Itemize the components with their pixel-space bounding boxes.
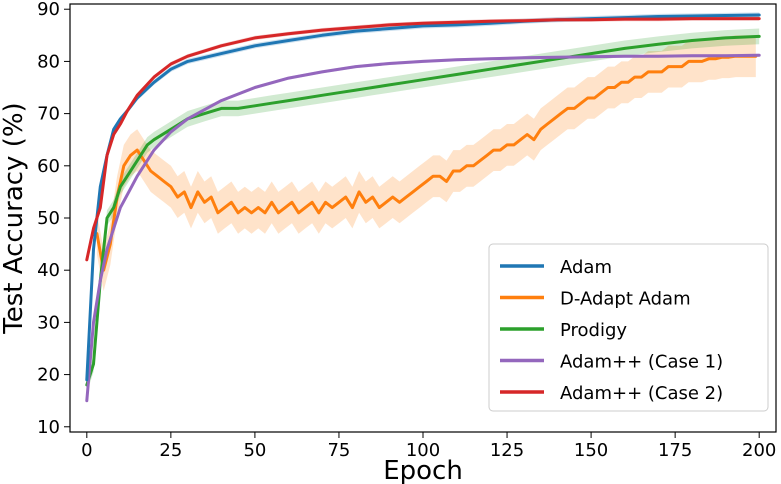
- legend-label-adam-case-2: Adam++ (Case 2): [560, 383, 723, 404]
- x-axis-ticks: 0 25 50 75 100 125 150 175 200: [81, 432, 776, 461]
- y-tick-label: 20: [37, 365, 60, 386]
- legend-label-prodigy: Prodigy: [560, 320, 627, 341]
- y-tick-label: 70: [37, 104, 60, 125]
- legend-label-d-adapt-adam: D-Adapt Adam: [560, 289, 691, 310]
- line-prodigy: [85, 34, 761, 387]
- y-axis-title: Test Accuracy (%): [0, 102, 29, 334]
- x-tick-label: 200: [742, 440, 776, 461]
- y-tick-label: 90: [37, 0, 60, 20]
- y-tick-label: 60: [37, 156, 60, 177]
- line-adam-case-1: [85, 53, 761, 403]
- legend: Adam D-Adapt Adam Prodigy Adam++ (Case 1) Ad…: [488, 243, 769, 412]
- y-tick-label: 80: [37, 51, 60, 72]
- legend-label-adam: Adam: [560, 257, 612, 278]
- legend-box: [488, 243, 769, 412]
- x-tick-label: 25: [159, 440, 182, 461]
- line-adam-case-2: [85, 17, 761, 262]
- legend-label-adam-case-1: Adam++ (Case 1): [560, 352, 723, 373]
- y-tick-label: 30: [37, 312, 60, 333]
- x-tick-label: 125: [490, 440, 524, 461]
- y-axis-ticks: 10 20 30 40 50 60 70 80 90: [37, 0, 70, 438]
- x-tick-label: 175: [658, 440, 692, 461]
- x-tick-label: 0: [81, 440, 92, 461]
- x-axis-title: Epoch: [383, 456, 463, 484]
- line-d-adapt-adam: [95, 54, 758, 272]
- x-tick-label: 75: [327, 440, 350, 461]
- x-tick-label: 50: [243, 440, 266, 461]
- y-tick-label: 40: [37, 260, 60, 281]
- x-tick-label: 150: [574, 440, 608, 461]
- series-lines: [85, 13, 761, 403]
- y-tick-label: 10: [37, 417, 60, 438]
- y-tick-label: 50: [37, 208, 60, 229]
- x-tick-label: 100: [406, 440, 440, 461]
